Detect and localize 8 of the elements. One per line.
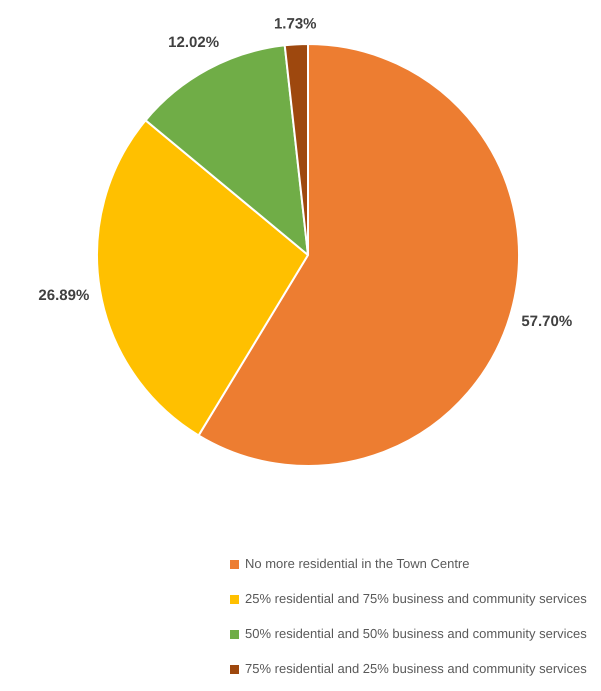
data-label: 26.89% bbox=[38, 287, 90, 304]
legend-label: 25% residential and 75% business and community services bbox=[245, 591, 587, 607]
data-label: 1.73% bbox=[274, 15, 317, 32]
data-label: 12.02% bbox=[168, 34, 220, 52]
data-label: 57.70% bbox=[521, 312, 572, 330]
legend-label: 50% residential and 50% business and community services bbox=[245, 626, 587, 642]
legend-label: No more residential in the Town Centre bbox=[245, 556, 470, 572]
legend-label: 75% residential and 25% business and community services bbox=[245, 661, 587, 677]
